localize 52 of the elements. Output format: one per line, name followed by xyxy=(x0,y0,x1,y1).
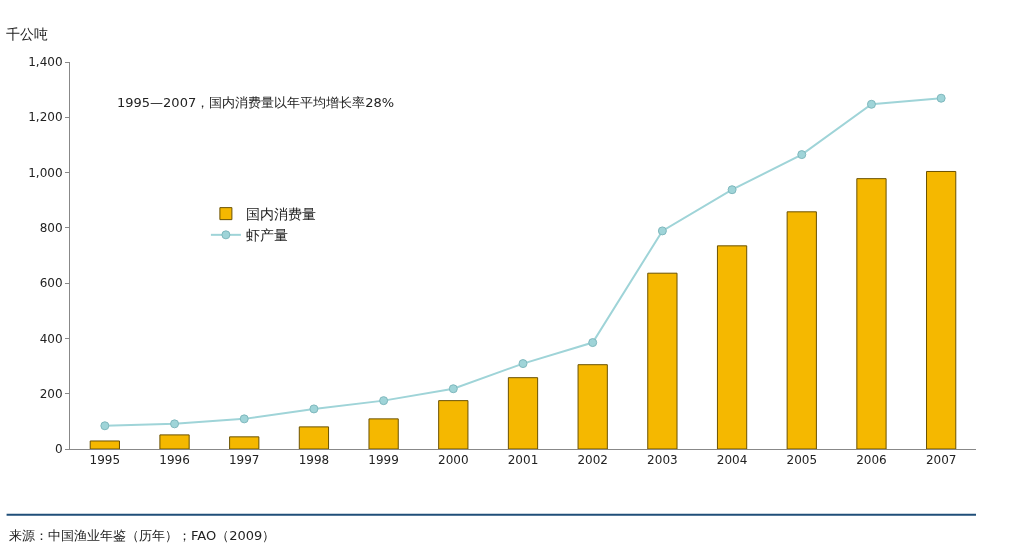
y-tick-label: 800 xyxy=(39,221,63,236)
y-tick-label: 1,200 xyxy=(28,110,63,125)
y-tick-label: 200 xyxy=(39,386,63,401)
point xyxy=(170,419,180,429)
x-tick-label: 1997 xyxy=(228,453,260,468)
legend-label: 国内消费量 xyxy=(245,206,316,223)
point xyxy=(100,421,110,431)
point xyxy=(448,384,458,394)
point xyxy=(518,359,528,369)
bar xyxy=(89,440,120,449)
bar xyxy=(647,272,678,449)
bar xyxy=(716,245,748,449)
y-tick-label: 600 xyxy=(39,276,63,291)
bar xyxy=(507,377,539,449)
bar xyxy=(577,364,608,449)
x-tick-label: 2004 xyxy=(716,453,748,468)
point xyxy=(866,99,876,109)
point xyxy=(309,404,319,414)
source-note: 来源：中国渔业年鉴（历年）；FAO（2009） xyxy=(9,528,276,543)
point xyxy=(379,396,389,406)
y-tick-label: 0 xyxy=(54,442,63,457)
x-tick-label: 1999 xyxy=(368,453,399,468)
x-tick-label: 2007 xyxy=(925,453,957,468)
bar xyxy=(856,178,887,449)
y-axis-title: 千公吨 xyxy=(6,26,48,42)
x-tick-label: 1995 xyxy=(89,453,121,468)
x-tick-label: 2002 xyxy=(577,453,608,468)
bar xyxy=(298,426,330,449)
x-tick-label: 1996 xyxy=(159,453,190,468)
x-tick-label: 2000 xyxy=(438,453,469,468)
x-tick-label: 2001 xyxy=(507,453,539,468)
x-tick-label: 2006 xyxy=(856,453,887,468)
bar xyxy=(438,400,469,449)
bar xyxy=(229,436,260,449)
bar xyxy=(786,211,817,449)
point xyxy=(936,93,946,103)
bar xyxy=(159,434,190,449)
y-tick-label: 1,000 xyxy=(28,165,63,180)
point xyxy=(239,414,249,424)
point xyxy=(588,338,598,348)
point xyxy=(727,185,737,195)
point xyxy=(797,150,807,160)
legend-label: 虾产量 xyxy=(245,227,288,244)
annotation: 1995—2007，国内消费量以年平均增长率28% xyxy=(117,95,395,110)
y-tick-label: 1,400 xyxy=(28,55,63,70)
x-tick-label: 2005 xyxy=(786,453,818,468)
bar xyxy=(368,418,399,449)
bar xyxy=(926,170,957,449)
point xyxy=(657,226,667,236)
x-tick-label: 2003 xyxy=(647,453,678,468)
y-tick-label: 400 xyxy=(39,331,63,346)
x-tick-label: 1998 xyxy=(298,453,330,468)
